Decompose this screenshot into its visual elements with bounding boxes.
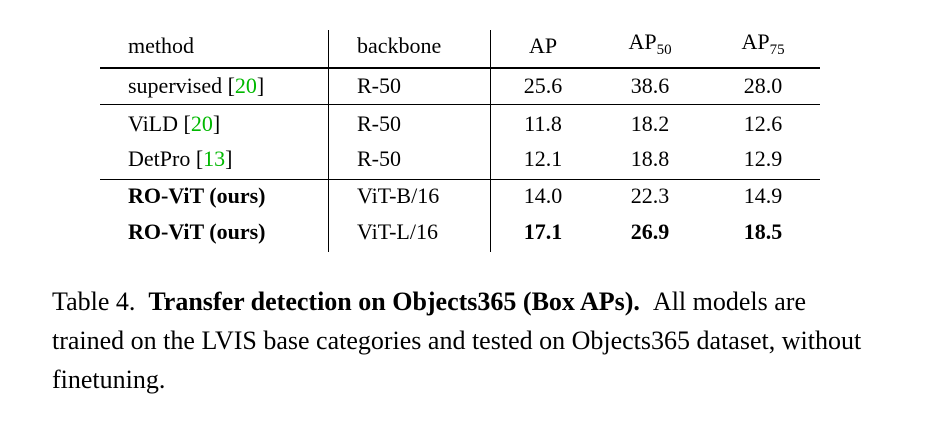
rule <box>100 179 820 180</box>
caption-label: Table 4. <box>52 287 136 316</box>
metric-cell: 38.6 <box>630 73 670 98</box>
header-cell: AP75 <box>741 29 784 63</box>
method-cell: DetPro [13] <box>128 146 233 171</box>
method-cell: RO-ViT (ours) <box>128 183 266 209</box>
method-cell: ViLD [20] <box>128 111 221 136</box>
metric-cell: 14.9 <box>743 183 783 208</box>
header-text: AP <box>741 28 770 54</box>
backbone-cell: ViT-B/16 <box>357 183 440 208</box>
method: DetPro <box>128 146 191 171</box>
rule <box>100 104 820 105</box>
method: RO-ViT (ours) <box>128 219 266 244</box>
metric-cell: 14.0 <box>523 183 563 208</box>
header-cell: AP50 <box>628 29 671 63</box>
backbone-cell: R-50 <box>357 73 401 98</box>
header-text: AP <box>628 28 657 54</box>
metric-cell: 26.9 <box>630 219 670 244</box>
caption-title: Transfer detection on Objects365 (Box AP… <box>148 287 640 316</box>
metric-cell: 25.6 <box>523 73 563 98</box>
metric-cell: 18.5 <box>743 219 783 244</box>
metric-cell: 12.9 <box>743 146 783 171</box>
header-sub: 50 <box>656 42 672 59</box>
column-rule <box>490 30 491 252</box>
header-sub: 75 <box>769 42 785 59</box>
citation: 13 <box>203 146 226 171</box>
method-cell: RO-ViT (ours) <box>128 219 266 245</box>
citation: 20 <box>190 111 213 136</box>
method: RO-ViT (ours) <box>128 183 266 208</box>
caption-text: All models are trained on the LVIS base … <box>52 287 862 394</box>
metric-cell: 12.6 <box>743 111 783 136</box>
metric-cell: 11.8 <box>524 111 562 136</box>
column-rule <box>328 30 329 252</box>
metric-cell: 17.1 <box>523 219 563 244</box>
metric-cell: 18.8 <box>630 146 670 171</box>
backbone-cell: R-50 <box>357 146 401 171</box>
citation: 20 <box>234 73 257 98</box>
metric-cell: 12.1 <box>523 146 563 171</box>
method: ViLD <box>128 111 179 136</box>
metric-cell: 22.3 <box>630 183 670 208</box>
header-cell: AP <box>528 33 558 58</box>
caption: Table 4. Transfer detection on Objects36… <box>52 282 882 399</box>
rule <box>100 67 820 69</box>
metric-cell: 28.0 <box>743 73 783 98</box>
header-cell: method <box>128 33 194 58</box>
header-cell: backbone <box>357 33 442 58</box>
method: supervised <box>128 73 223 98</box>
method-cell: supervised [20] <box>128 73 265 98</box>
backbone-cell: R-50 <box>357 111 401 136</box>
backbone-cell: ViT-L/16 <box>357 219 438 244</box>
metric-cell: 18.2 <box>630 111 670 136</box>
